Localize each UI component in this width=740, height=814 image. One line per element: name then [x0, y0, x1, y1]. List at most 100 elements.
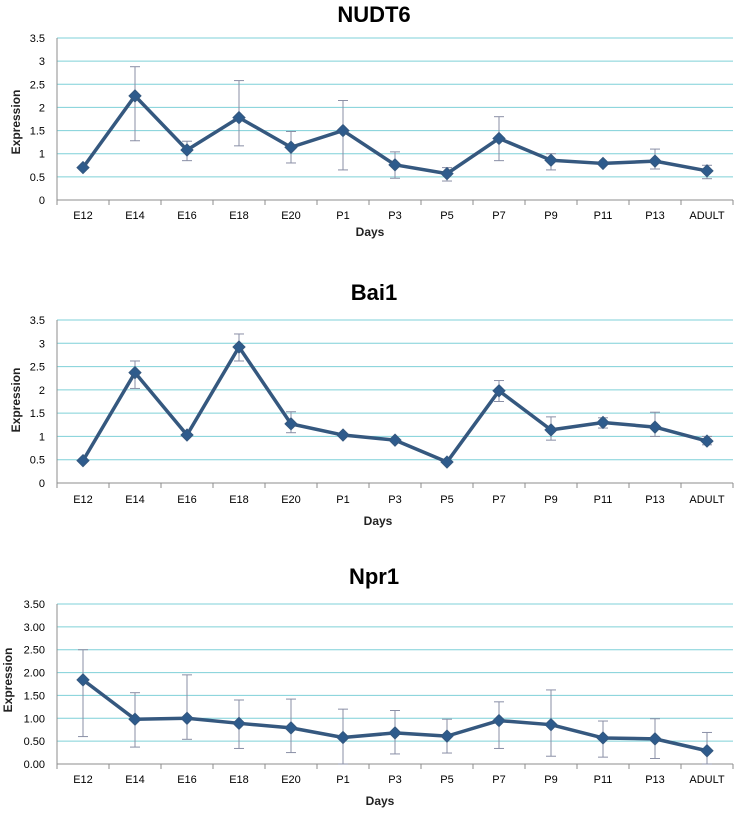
data-point — [128, 712, 142, 726]
data-point — [596, 415, 610, 430]
y-tick-label: 1 — [39, 431, 45, 443]
data-point — [388, 433, 402, 447]
x-tick-label: P9 — [544, 494, 557, 506]
data-point — [648, 420, 662, 434]
x-tick-label: E14 — [125, 774, 145, 786]
data-point — [544, 423, 558, 437]
x-tick-label: P11 — [594, 210, 613, 222]
y-tick-label: 0 — [39, 195, 45, 207]
data-point — [700, 744, 714, 758]
y-tick-label: 3.00 — [24, 622, 45, 634]
data-point — [232, 110, 246, 125]
data-point — [492, 384, 506, 398]
error-bar — [78, 649, 88, 738]
x-tick-label: P9 — [544, 210, 557, 222]
data-point — [440, 166, 454, 181]
data-point — [440, 455, 454, 469]
data-point — [700, 164, 714, 178]
y-tick-label: 2.00 — [24, 668, 45, 680]
chart-title: Bai1 — [351, 280, 397, 305]
x-tick-label: E14 — [125, 494, 145, 506]
x-tick-label: ADULT — [689, 494, 725, 506]
x-tick-label: E12 — [73, 494, 93, 506]
y-tick-label: 2 — [39, 385, 45, 397]
y-tick-label: 0.5 — [30, 455, 45, 467]
x-tick-label: E12 — [73, 210, 93, 222]
data-point — [440, 729, 454, 743]
data-point — [336, 730, 350, 745]
data-point — [76, 453, 90, 468]
x-tick-label: E18 — [229, 774, 249, 786]
y-tick-label: 0.00 — [24, 759, 45, 771]
x-tick-label: P3 — [388, 774, 401, 786]
x-tick-label: P3 — [388, 494, 401, 506]
y-tick-label: 2 — [39, 102, 45, 114]
y-tick-label: 3.5 — [30, 315, 45, 327]
data-point — [388, 158, 402, 172]
x-tick-label: P1 — [336, 494, 349, 506]
x-tick-label: E16 — [177, 774, 197, 786]
y-tick-label: 3 — [39, 56, 45, 68]
error-bar — [182, 674, 192, 740]
data-point — [544, 153, 558, 167]
y-axis-title: Expression — [9, 90, 23, 155]
y-axis-title: Expression — [1, 648, 15, 713]
chart-panel-npr1: Npr1 Expression Days 0.00 0.50 1.00 1.50 2.0… — [0, 560, 740, 814]
x-tick-label: P7 — [492, 210, 505, 222]
y-tick-label: 1 — [39, 149, 45, 161]
data-point — [128, 365, 142, 380]
x-tick-label: P5 — [440, 774, 453, 786]
data-point — [700, 434, 714, 448]
data-point — [76, 160, 90, 175]
data-point — [180, 428, 194, 442]
data-point — [180, 143, 194, 157]
y-tick-label: 0.5 — [30, 172, 45, 184]
data-point — [284, 417, 298, 431]
data-point — [648, 154, 662, 168]
y-tick-label: 3 — [39, 338, 45, 350]
data-point — [388, 726, 402, 740]
error-bar — [130, 66, 140, 142]
x-tick-label: P1 — [336, 774, 349, 786]
x-tick-label: P7 — [492, 494, 505, 506]
x-tick-label: ADULT — [689, 210, 725, 222]
bai1-chart: Bai1 Expression Days 0 0.5 1 1.5 2 2.5 3 3.5 E12… — [9, 280, 734, 528]
x-tick-label: P1 — [336, 210, 349, 222]
x-axis-title: Days — [364, 514, 393, 528]
x-tick-label: ADULT — [689, 774, 725, 786]
x-tick-label: P7 — [492, 774, 505, 786]
y-tick-label: 1.5 — [30, 126, 45, 138]
x-tick-label: E20 — [281, 210, 301, 222]
y-tick-label: 1.50 — [24, 690, 45, 702]
y-tick-label: 1.00 — [24, 713, 45, 725]
data-point — [336, 428, 350, 442]
x-tick-label: E14 — [125, 210, 145, 222]
y-tick-label: 0 — [39, 478, 45, 490]
data-point — [76, 673, 90, 687]
data-point — [232, 340, 246, 354]
chart-title: NUDT6 — [337, 2, 410, 27]
y-axis-title: Expression — [9, 368, 23, 433]
data-point — [596, 156, 610, 171]
x-tick-label: E12 — [73, 774, 93, 786]
y-tick-label: 0.50 — [24, 736, 45, 748]
nudt6-chart: NUDT6 Expression Days 0 0.5 1 1.5 2 2.5 3 3.5 E1… — [9, 2, 734, 239]
npr1-chart: Npr1 Expression Days 0.00 0.50 1.00 1.50 2.0… — [1, 564, 734, 808]
x-tick-label: E18 — [229, 494, 249, 506]
x-tick-label: P11 — [594, 494, 613, 506]
data-point — [492, 713, 506, 728]
x-tick-label: P5 — [440, 494, 453, 506]
x-axis-title: Days — [356, 225, 385, 239]
y-tick-label: 3.50 — [24, 599, 45, 611]
x-tick-label: P3 — [388, 210, 401, 222]
y-tick-label: 1.5 — [30, 408, 45, 420]
y-tick-label: 2.5 — [30, 362, 45, 374]
y-tick-label: 3.5 — [30, 33, 45, 45]
data-point — [180, 711, 194, 725]
data-point — [128, 89, 142, 103]
chart-panel-nudt6: NUDT6 Expression Days 0 0.5 1 1.5 2 2.5 3 3.5 E1… — [0, 0, 740, 250]
data-point — [492, 131, 506, 146]
y-tick-label: 2.50 — [24, 645, 45, 657]
y-tick-label: 2.5 — [30, 79, 45, 91]
data-point — [596, 731, 610, 745]
